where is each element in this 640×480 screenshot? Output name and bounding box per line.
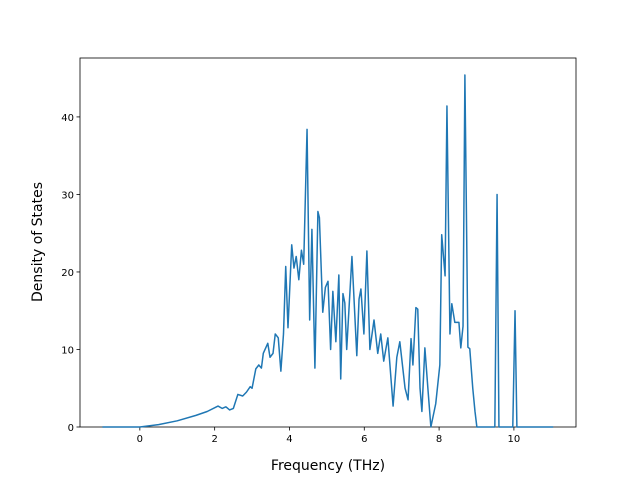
y-tick-label: 0	[68, 423, 74, 434]
x-axis-label: Frequency (THz)	[271, 458, 385, 474]
y-tick-label: 40	[61, 113, 74, 124]
y-tick-label: 30	[61, 190, 74, 201]
x-tick-label: 4	[286, 434, 292, 445]
y-tick-label: 20	[61, 268, 74, 279]
x-tick-label: 8	[436, 434, 442, 445]
x-tick-label: 10	[508, 434, 521, 445]
data-line	[102, 74, 554, 428]
plot-frame	[79, 57, 577, 428]
x-tick-label: 2	[211, 434, 217, 445]
x-tick-label: 0	[137, 434, 143, 445]
x-tick-label: 6	[361, 434, 367, 445]
y-axis-label: Density of States	[30, 182, 46, 302]
y-tick-label: 10	[61, 345, 74, 356]
